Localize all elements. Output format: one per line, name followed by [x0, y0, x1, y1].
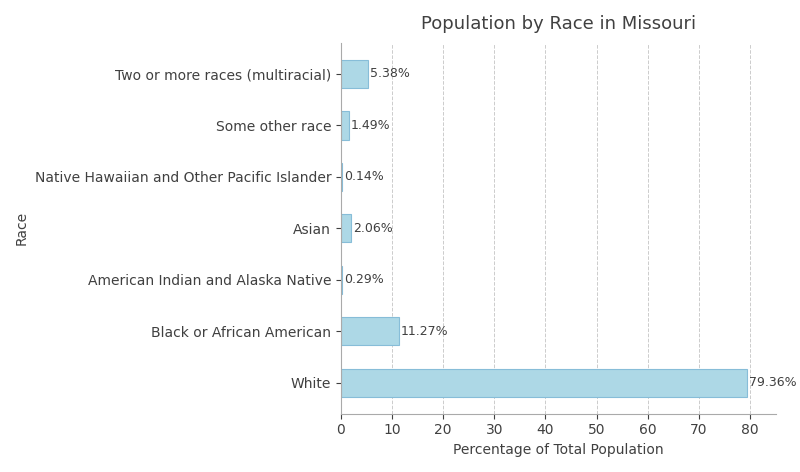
Text: 5.38%: 5.38%: [370, 67, 410, 80]
Bar: [341, 266, 342, 294]
Text: 11.27%: 11.27%: [401, 325, 448, 338]
Bar: [341, 214, 351, 243]
X-axis label: Percentage of Total Population: Percentage of Total Population: [453, 443, 663, 457]
Text: 2.06%: 2.06%: [354, 222, 394, 235]
Title: Population by Race in Missouri: Population by Race in Missouri: [421, 15, 696, 33]
Text: 0.29%: 0.29%: [345, 273, 384, 287]
Bar: [341, 317, 398, 346]
Text: 1.49%: 1.49%: [350, 119, 390, 132]
Y-axis label: Race: Race: [15, 211, 29, 245]
Bar: [341, 369, 746, 397]
Bar: [341, 60, 369, 88]
Bar: [341, 111, 349, 140]
Text: 0.14%: 0.14%: [344, 170, 383, 183]
Text: 79.36%: 79.36%: [749, 376, 797, 389]
